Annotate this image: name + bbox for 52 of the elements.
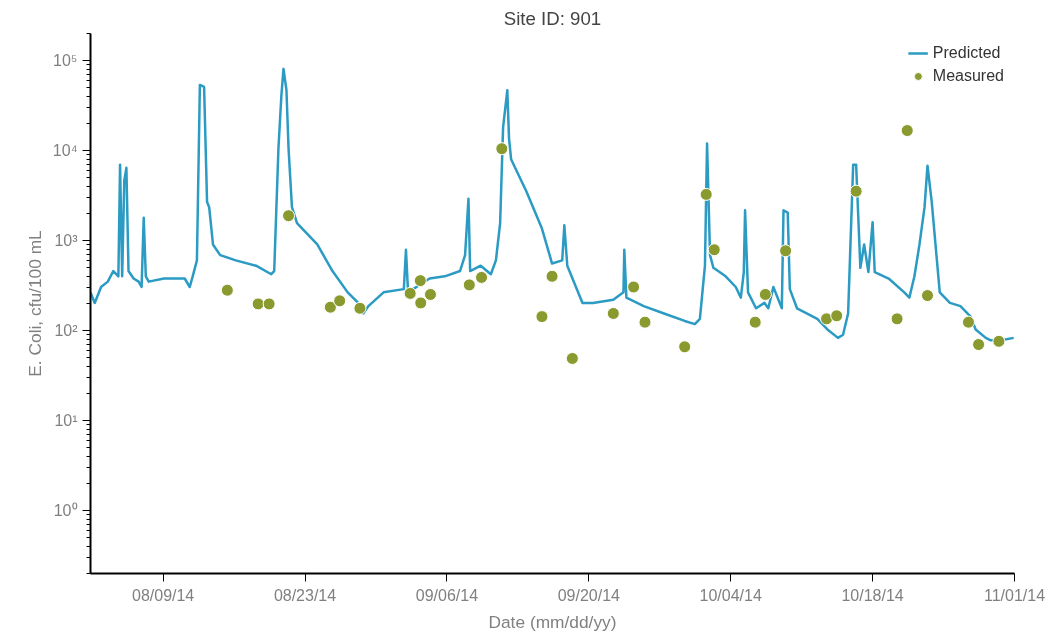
point [961,315,975,329]
point [535,310,549,324]
point [414,296,428,310]
point [779,244,793,258]
x-tick-label: 11/01/14 [983,586,1046,604]
legend-label: Predicted [932,44,1001,62]
point [462,278,476,292]
point [220,283,234,297]
x-axis-title: Date (mm/dd/yy) [488,611,617,632]
y-tick-label: 10⁵ [53,52,78,70]
y-tick-label: 10⁰ [53,502,78,520]
point [565,351,579,365]
y-axis-title: E. Coli, cfu/100 mL [24,229,45,377]
point [921,289,935,303]
legend-label: Measured [932,67,1004,85]
point [699,187,713,201]
x-tick-label: 09/06/14 [415,586,479,604]
point [251,297,265,311]
point [748,315,762,329]
point [678,340,692,354]
point [900,124,914,138]
point [606,306,620,320]
y-tick-label: 10² [54,322,79,340]
x-tick-label: 10/04/14 [699,586,762,604]
point [413,274,427,288]
point [423,287,437,301]
point [992,334,1006,348]
chart-title: Site ID: 901 [503,7,602,29]
point [638,315,652,329]
point [545,269,559,283]
y-tick-label: 10⁴ [52,142,78,160]
point [758,287,772,301]
point [333,294,347,308]
point [707,243,721,257]
point [282,209,296,223]
x-tick-label: 08/09/14 [132,586,195,604]
point [323,300,337,314]
point [495,142,509,156]
point [849,184,863,198]
point [972,338,986,352]
point [353,301,367,315]
y-tick-label: 10¹ [54,412,78,430]
point [262,297,276,311]
point [403,286,417,300]
point [627,280,641,294]
x-tick-label: 09/20/14 [557,586,621,604]
point [890,312,904,326]
x-tick-label: 08/23/14 [273,586,337,604]
y-tick-label: 10³ [54,232,79,250]
point [830,309,844,323]
x-tick-label: 10/18/14 [841,586,904,604]
point [475,270,489,284]
